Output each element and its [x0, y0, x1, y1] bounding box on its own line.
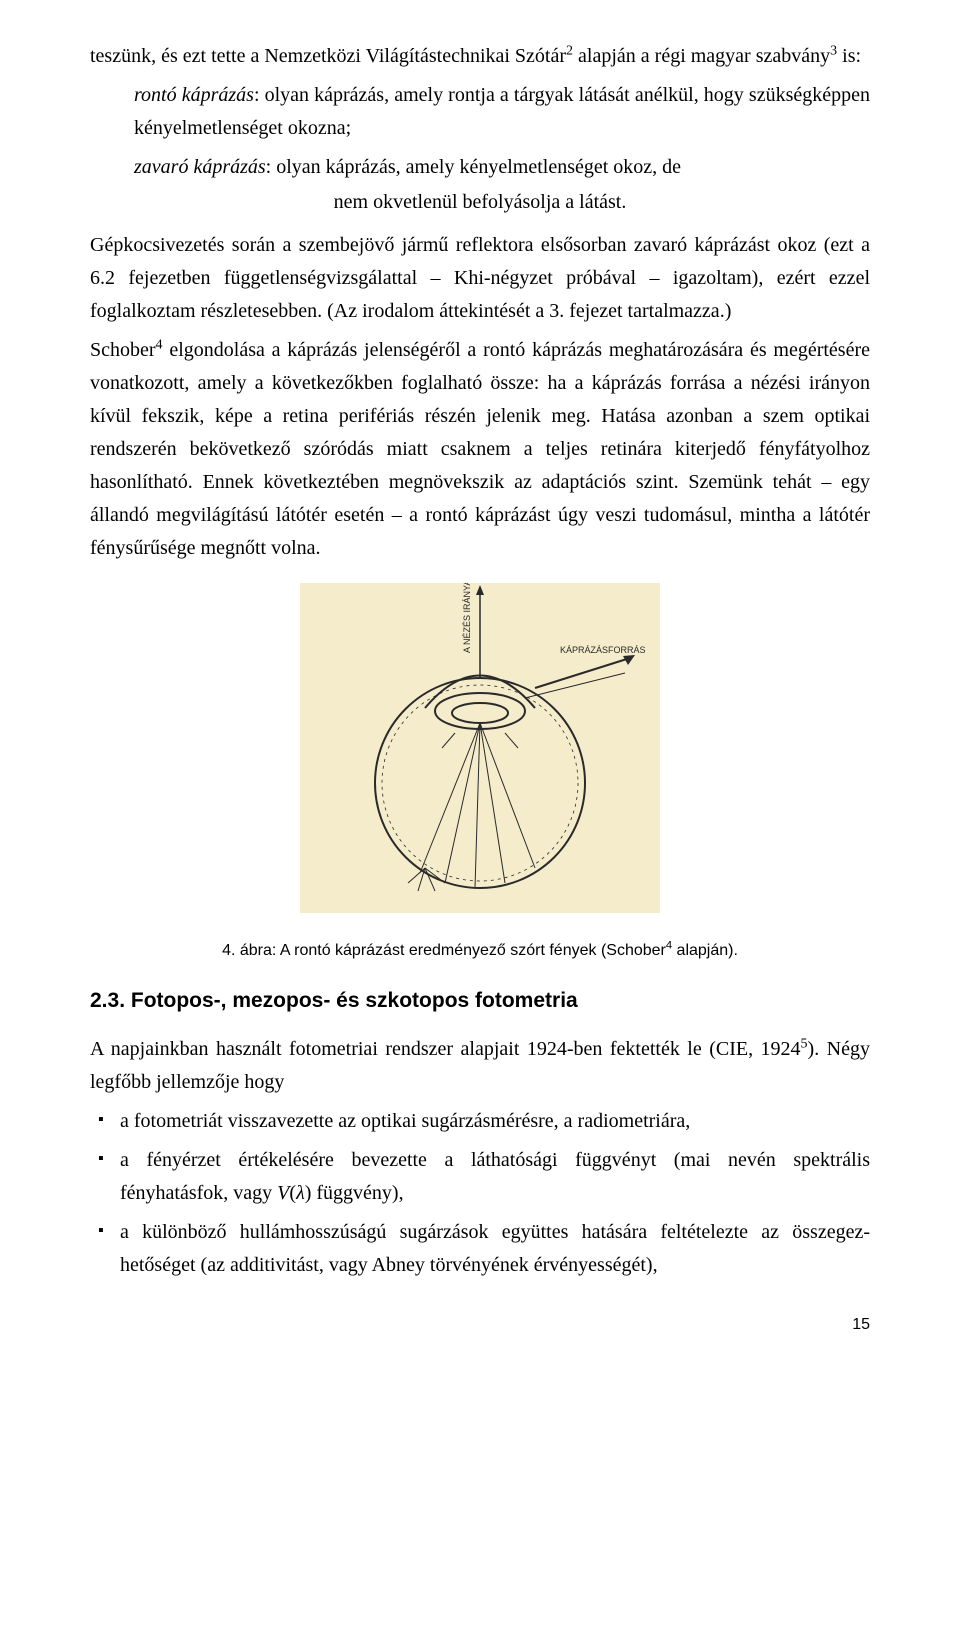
definition-zavaro-line2: nem okvetlenül befolyásolja a látást. [90, 186, 870, 219]
paragraph-gepkocsi-text: Gépkocsivezetés során a szembejövő jármű… [90, 234, 870, 322]
def-zavaro-line2-text: nem okvetlenül befolyásolja a látást. [334, 191, 627, 213]
bullet-list: a fotometriát visszavezette az optikai s… [90, 1105, 870, 1282]
paragraph-gepkocsi: Gépkocsivezetés során a szembejövő jármű… [90, 229, 870, 328]
definition-zavaro: zavaró káprázás: olyan káprázás, amely k… [134, 151, 870, 184]
figure-label-glare-source: KÁPRÁZÁSFORRÁS [560, 645, 646, 655]
page-number: 15 [90, 1312, 870, 1338]
paragraph-schober: Schober4 elgondolása a káprázás jelenség… [90, 334, 870, 565]
def-zavaro-text: : olyan káprázás, amely kényelmetlensége… [266, 156, 681, 178]
figcap-pre: 4. ábra: A rontó káprázást eredményező s… [222, 942, 666, 959]
schober-text: elgondolása a káprázás jelenségéről a ro… [90, 339, 870, 559]
bullet-3-text: a különböző hullámhosszúságú sugárzások … [120, 1221, 870, 1276]
bullet-1: a fotometriát visszavezette az optikai s… [90, 1105, 870, 1138]
figure-4-caption: 4. ábra: A rontó káprázást eredményező s… [90, 938, 870, 964]
bullet-3: a különböző hullámhosszúságú sugárzások … [90, 1216, 870, 1282]
term-ronto: rontó káprázás [134, 84, 254, 106]
footnote-4: 4 [156, 337, 163, 352]
schober-name: Schober [90, 339, 156, 361]
figure-4-svg: A NÉZÉS IRÁNYA KÁPRÁZÁSFORRÁS [300, 583, 660, 913]
intro-text-2: alapján a régi magyar szabvány [573, 45, 830, 67]
bullet-2-post: ) függvény), [305, 1182, 404, 1204]
figure-label-vision-axis: A NÉZÉS IRÁNYA [462, 583, 472, 653]
vfunc-v: V [277, 1182, 289, 1204]
figcap-post: alapján). [672, 942, 738, 959]
intro-text-3: is: [837, 45, 861, 67]
bullet-1-text: a fotometriát visszavezette az optikai s… [120, 1110, 690, 1132]
bullet-2: a fényérzet értékelésére bevezette a lát… [90, 1144, 870, 1210]
heading-2-3: 2.3. Fotopos-, mezopos- és szkotopos fot… [90, 984, 870, 1019]
page-number-text: 15 [852, 1316, 870, 1333]
vfunc-lambda: λ [296, 1182, 305, 1204]
footnote-5: 5 [801, 1036, 808, 1051]
figure-4: A NÉZÉS IRÁNYA KÁPRÁZÁSFORRÁS [90, 583, 870, 924]
heading-2-3-text: 2.3. Fotopos-, mezopos- és szkotopos fot… [90, 989, 578, 1012]
term-zavaro: zavaró káprázás [134, 156, 266, 178]
bullet-2-pre: a fényérzet értékelésére bevezette a lát… [120, 1149, 870, 1204]
intro-paragraph: teszünk, és ezt tette a Nemzetközi Világ… [90, 40, 870, 73]
intro-text-1: teszünk, és ezt tette a Nemzetközi Világ… [90, 45, 566, 67]
paragraph-fotometria: A napjainkban használt fotometriai rends… [90, 1033, 870, 1099]
definition-ronto: rontó káprázás: olyan káprázás, amely ro… [134, 79, 870, 145]
para4-pre: A napjainkban használt fotometriai rends… [90, 1038, 801, 1060]
footnote-2: 2 [566, 43, 573, 58]
